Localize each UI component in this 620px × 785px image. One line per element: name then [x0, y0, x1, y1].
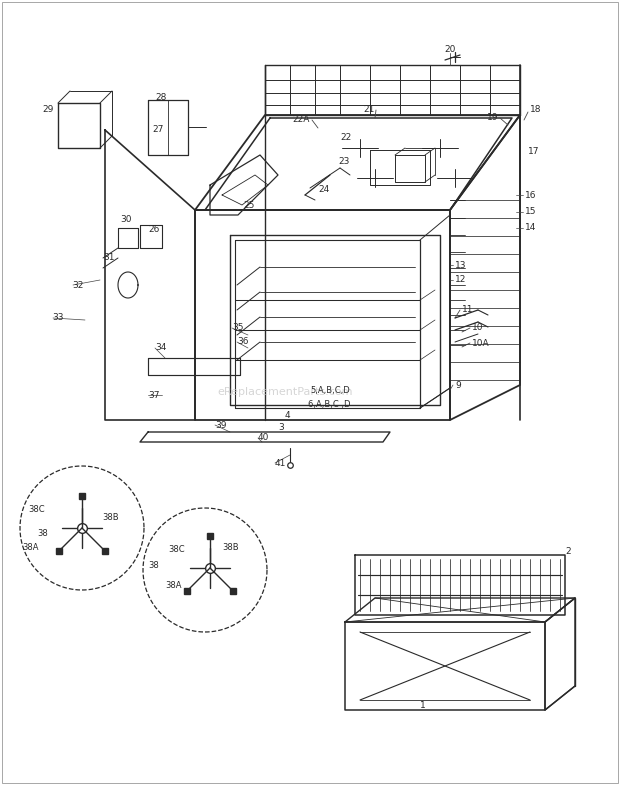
Text: 17: 17 — [528, 148, 539, 156]
Text: 22A: 22A — [293, 115, 310, 125]
Text: 26: 26 — [148, 225, 159, 235]
Text: 38B: 38B — [222, 543, 239, 553]
Text: 38B: 38B — [102, 513, 118, 523]
Text: 40: 40 — [258, 433, 269, 443]
Text: 15: 15 — [525, 207, 536, 217]
Text: 21: 21 — [363, 105, 375, 115]
Text: 1: 1 — [420, 700, 426, 710]
Text: 5,A,B,C,D: 5,A,B,C,D — [310, 385, 350, 395]
Text: 14: 14 — [525, 224, 536, 232]
Text: 31: 31 — [103, 254, 115, 262]
Text: 12: 12 — [455, 276, 466, 284]
Text: 37: 37 — [148, 390, 159, 400]
Text: 38C: 38C — [28, 506, 45, 514]
Text: 10A: 10A — [472, 338, 490, 348]
Text: 2: 2 — [565, 547, 570, 557]
Text: 11: 11 — [462, 305, 474, 315]
Text: 9: 9 — [455, 381, 461, 389]
Text: 38: 38 — [148, 560, 159, 569]
Text: 18: 18 — [530, 105, 541, 115]
Text: 4: 4 — [285, 411, 291, 419]
Text: 39: 39 — [215, 421, 226, 429]
Text: 38C: 38C — [168, 546, 185, 554]
Text: 29: 29 — [42, 105, 53, 115]
Text: 38: 38 — [37, 528, 48, 538]
Text: 3: 3 — [278, 423, 284, 433]
Text: 16: 16 — [525, 191, 536, 199]
Text: 19: 19 — [487, 114, 498, 122]
Text: 25: 25 — [244, 200, 255, 210]
Text: 38A: 38A — [165, 580, 182, 590]
Text: 30: 30 — [120, 216, 131, 225]
Text: 24: 24 — [319, 185, 330, 195]
Text: 6,A,B,C ,D: 6,A,B,C ,D — [308, 400, 350, 410]
Text: 22: 22 — [341, 133, 352, 141]
Text: 28: 28 — [155, 93, 166, 103]
Text: 20: 20 — [445, 46, 456, 54]
Text: 23: 23 — [339, 158, 350, 166]
Text: 38A: 38A — [22, 543, 38, 553]
Text: 32: 32 — [72, 280, 83, 290]
Text: 36: 36 — [237, 338, 249, 346]
Text: 34: 34 — [155, 344, 166, 352]
Text: eReplacementParts.com: eReplacementParts.com — [217, 387, 353, 397]
Text: 13: 13 — [455, 261, 466, 269]
Text: 41: 41 — [275, 458, 286, 468]
Text: 35: 35 — [232, 323, 244, 333]
Text: 10: 10 — [472, 323, 484, 333]
Text: 33: 33 — [52, 313, 63, 323]
Text: 27: 27 — [152, 126, 164, 134]
